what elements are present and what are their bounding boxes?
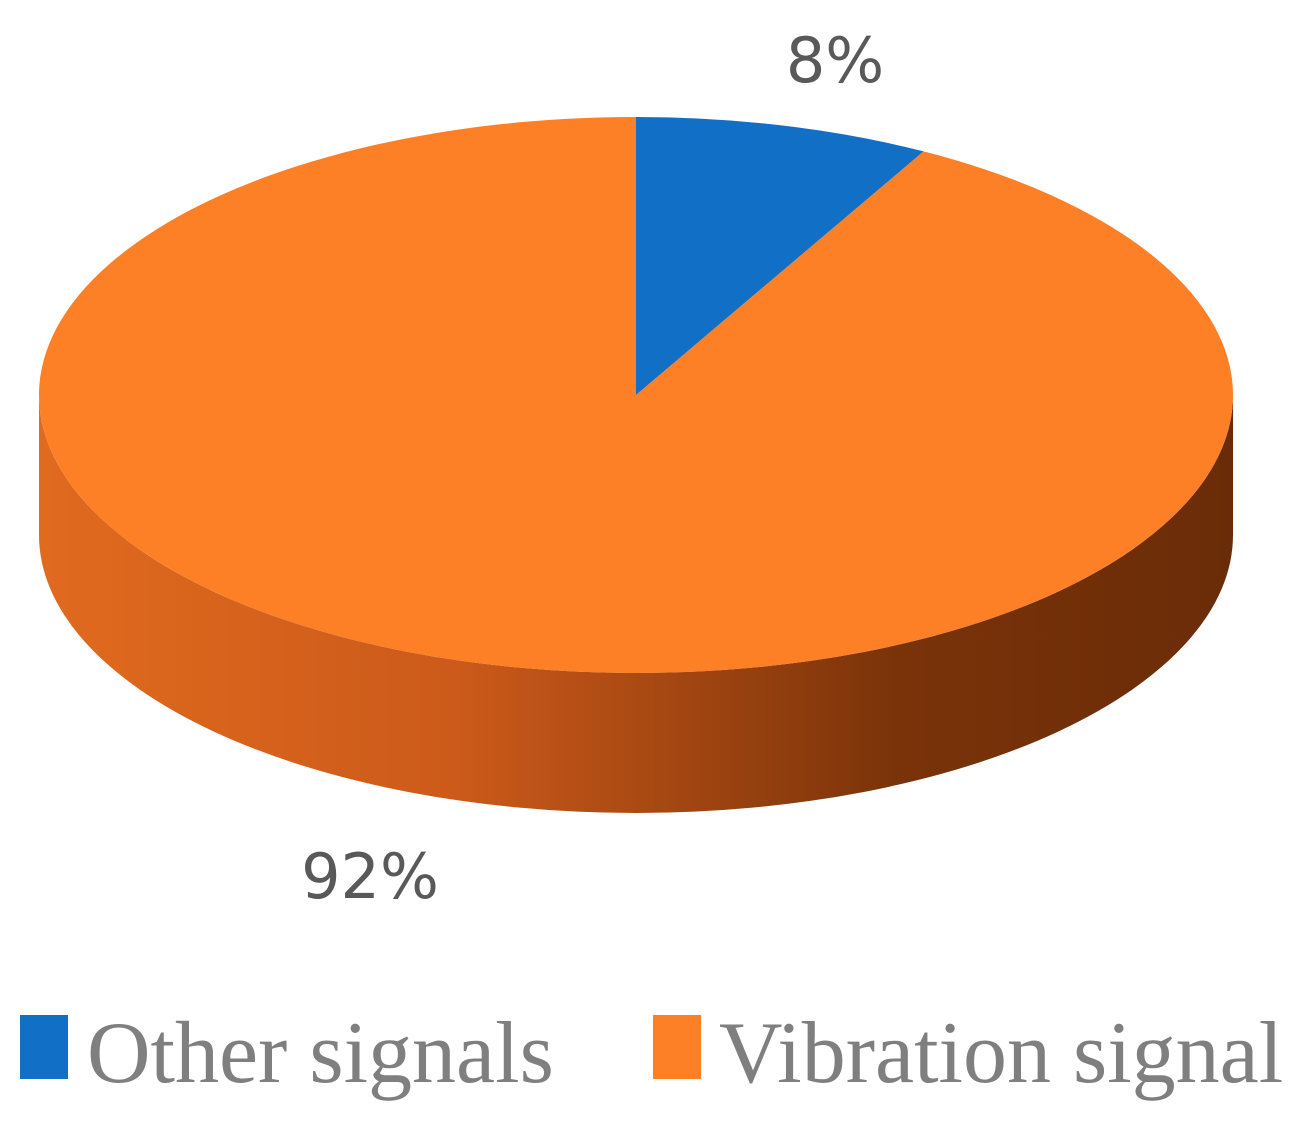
- legend-label-vibration-signal: Vibration signal: [719, 1005, 1283, 1102]
- pie-slice-other-signals: [636, 117, 924, 395]
- data-label-vibration-signal: 92%: [301, 840, 439, 913]
- legend: Other signals Vibration signal: [20, 1005, 1283, 1102]
- pie-slice-vibration-signal: [38, 117, 1233, 673]
- legend-swatch-vibration-signal: [653, 1015, 701, 1079]
- pie-side-wall: [39, 395, 1233, 813]
- data-label-other-signals: 8%: [786, 24, 884, 97]
- legend-label-other-signals: Other signals: [87, 1005, 554, 1102]
- legend-swatch-other-signals: [20, 1015, 68, 1079]
